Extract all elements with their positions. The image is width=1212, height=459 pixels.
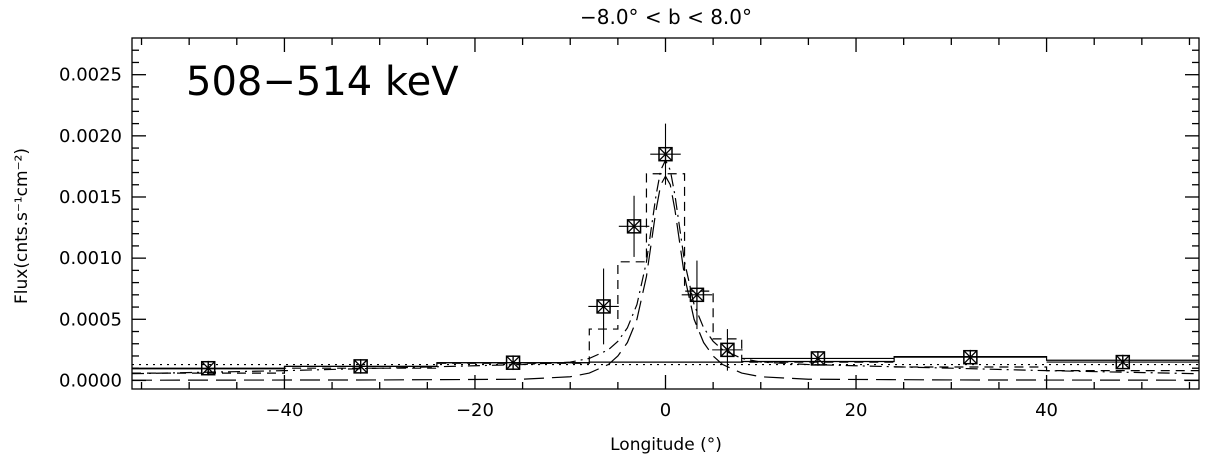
- data-point: [588, 268, 619, 345]
- y-tick-label: 0.0015: [59, 187, 122, 208]
- y-tick-label: 0.0025: [59, 65, 122, 86]
- data-point: [284, 359, 437, 374]
- y-tick-label: 0.0010: [59, 248, 122, 269]
- plot-axes: −40 −20 0 20 40 0.0000 0.0005 0.0010 0.0015 0.002…: [59, 37, 1200, 421]
- data-point: [650, 123, 681, 185]
- data-point: [681, 260, 713, 330]
- data-points: [132, 123, 1199, 376]
- bulge-model-curve: [131, 174, 1200, 381]
- x-tick-label: −20: [456, 400, 494, 421]
- x-tick-label: −40: [265, 400, 303, 421]
- y-tick-label: 0.0005: [59, 309, 122, 330]
- x-tick-label: 40: [1035, 400, 1058, 421]
- data-point: [132, 360, 285, 376]
- model-histogram-dashed: [132, 173, 1199, 374]
- data-point: [618, 195, 650, 257]
- x-tick-label: 20: [845, 400, 868, 421]
- data-point: [1046, 354, 1199, 370]
- y-axis-label: Flux(cnts.s⁻¹cm⁻²): [12, 148, 32, 304]
- x-tick-label: 0: [660, 400, 671, 421]
- model-curves: [131, 158, 1200, 381]
- data-point: [712, 329, 743, 371]
- data-point: [894, 349, 1047, 365]
- model-histogram-solid: [132, 355, 1199, 370]
- chart-title: −8.0° < b < 8.0°: [580, 5, 752, 29]
- x-axis-label: Longitude (°): [610, 435, 722, 455]
- y-tick-label: 0.0000: [59, 370, 122, 391]
- data-point: [741, 351, 895, 366]
- total-model-curve: [131, 158, 1200, 375]
- data-point: [436, 355, 590, 371]
- y-tick-label: 0.0020: [59, 126, 122, 147]
- energy-band-annotation: 508−514 keV: [186, 59, 459, 105]
